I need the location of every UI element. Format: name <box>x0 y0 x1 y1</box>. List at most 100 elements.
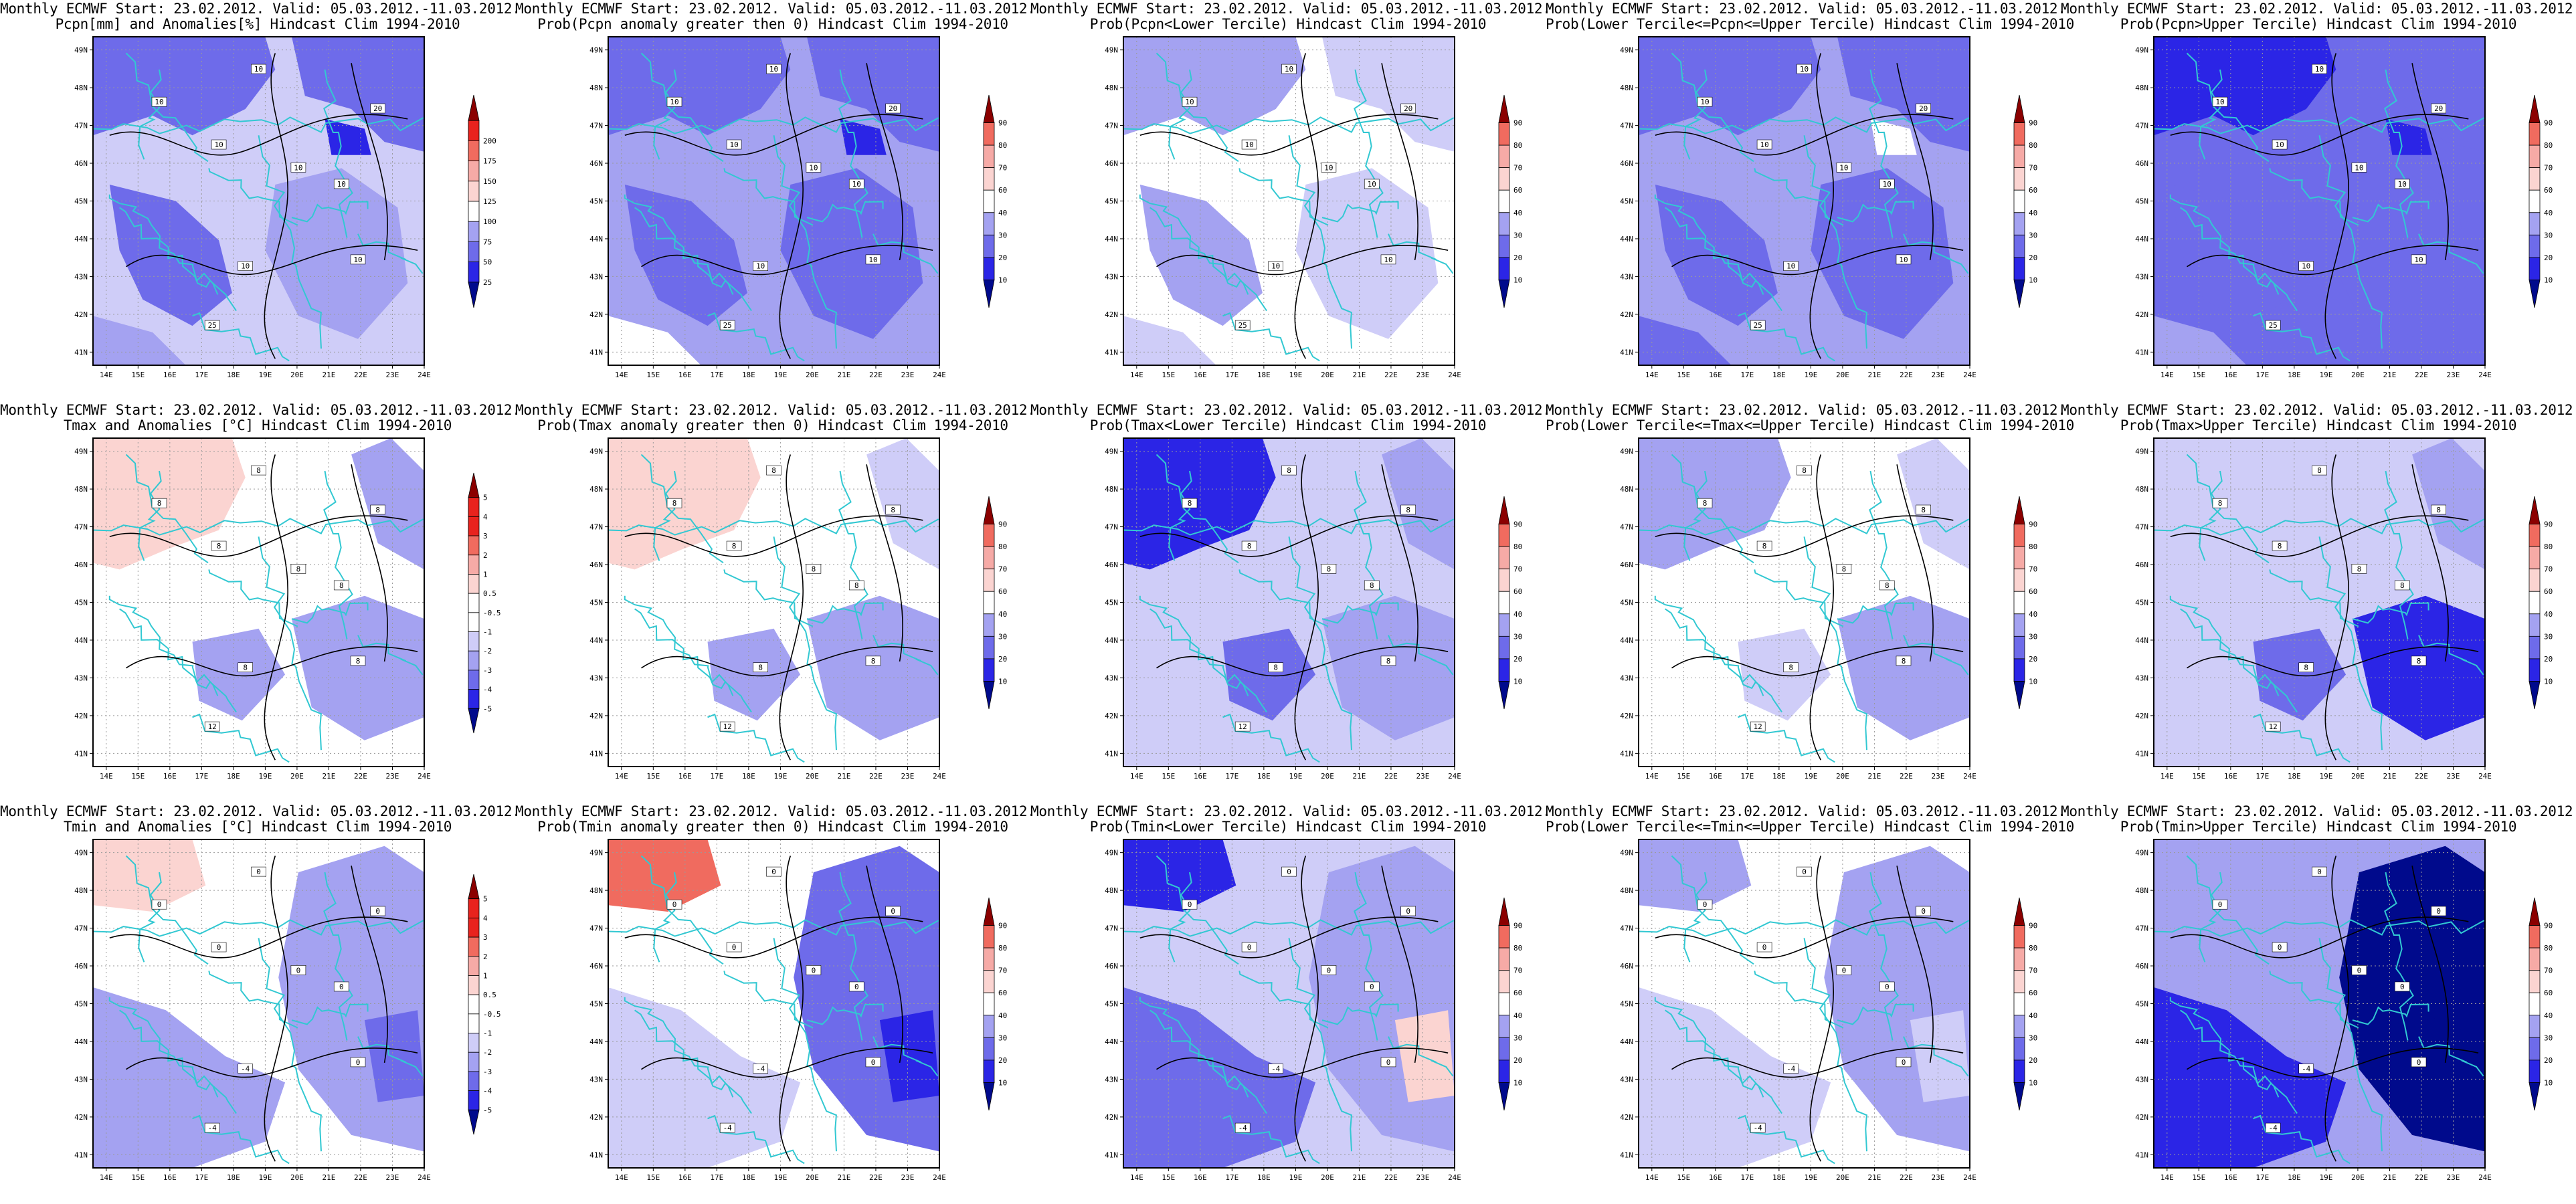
shaded-region <box>1123 37 1306 136</box>
lon-tick-label: 18E <box>227 772 240 781</box>
legend-label: -3 <box>483 1068 492 1076</box>
lat-tick-label: 48N <box>589 84 603 92</box>
contour-label: 8 <box>339 581 344 590</box>
lat-tick-label: 49N <box>2135 447 2148 456</box>
contour-label: 0 <box>157 900 162 909</box>
lat-tick-label: 46N <box>589 159 603 168</box>
legend-label: -2 <box>483 1048 492 1057</box>
border-line <box>2318 135 2383 349</box>
legend-swatch <box>983 144 995 169</box>
contour-line <box>1809 856 1834 1162</box>
forecast-panel: Monthly ECMWF Start: 23.02.2012. Valid: … <box>1546 401 2074 803</box>
contour-label: 8 <box>812 565 816 573</box>
legend-swatch <box>983 1015 995 1038</box>
lat-tick-label: 47N <box>74 523 88 532</box>
legend-label: 90 <box>1513 922 1522 930</box>
legend-label: 70 <box>998 565 1007 574</box>
contour-label-box <box>719 320 735 330</box>
contour-label: 10 <box>670 98 678 106</box>
border-line <box>1665 207 1782 312</box>
contour-label: -4 <box>1271 1065 1281 1074</box>
contour-label: 8 <box>1902 657 1906 666</box>
border-line <box>653 872 677 963</box>
lon-tick-label: 18E <box>1257 772 1271 781</box>
legend-label: 20 <box>2029 1056 2037 1065</box>
legend-swatch <box>983 658 995 682</box>
lon-tick-label: 17E <box>2256 371 2269 379</box>
border-line <box>208 569 298 627</box>
shaded-region <box>1322 37 1455 152</box>
lat-tick-label: 49N <box>589 849 603 858</box>
contour-label: 0 <box>1406 907 1410 916</box>
contour-label-box <box>806 564 822 574</box>
legend-label: 30 <box>2544 1033 2553 1042</box>
lon-tick-label: 21E <box>323 772 336 781</box>
border-line <box>2169 595 2280 696</box>
contour-label: 8 <box>758 664 763 672</box>
contour-label: 0 <box>1842 966 1847 975</box>
lat-tick-label: 47N <box>74 924 88 933</box>
shaded-region <box>1394 1010 1455 1102</box>
lat-tick-label: 43N <box>589 1075 603 1084</box>
lat-tick-label: 46N <box>589 561 603 569</box>
legend-label: 200 <box>483 136 496 145</box>
lat-tick-label: 48N <box>2135 886 2148 895</box>
border-line <box>1238 168 1329 226</box>
lat-tick-label: 48N <box>74 485 88 494</box>
contour-label-box <box>1756 540 1772 551</box>
contour-label-box <box>865 656 881 666</box>
legend-arrow-top <box>2013 897 2025 926</box>
border-line <box>1354 69 1384 238</box>
border-line <box>1869 470 1899 639</box>
contour-label-box <box>2265 320 2281 330</box>
legend-label: 90 <box>998 922 1007 930</box>
contour-label: 8 <box>1762 542 1767 550</box>
lat-tick-label: 41N <box>74 348 88 357</box>
lon-tick-label: 15E <box>646 772 660 781</box>
lon-tick-label: 17E <box>195 1173 208 1182</box>
border-line <box>1139 997 1249 1098</box>
panel-title-line1: Monthly ECMWF Start: 23.02.2012. Valid: … <box>515 402 1036 418</box>
lon-tick-label: 23E <box>1932 371 1945 379</box>
border-line <box>138 872 162 963</box>
border-line <box>872 635 939 676</box>
contour-label: 8 <box>1921 506 1926 514</box>
border-line <box>2199 872 2223 963</box>
legend-label: 40 <box>1513 209 1522 217</box>
legend-swatch <box>468 1051 480 1072</box>
lat-tick-label: 49N <box>1105 849 1118 858</box>
lon-tick-label: 20E <box>1321 1173 1334 1182</box>
border-line <box>2169 997 2280 1098</box>
shaded-region <box>292 37 424 152</box>
shaded-region <box>364 1010 424 1102</box>
lon-tick-label: 20E <box>1836 1173 1849 1182</box>
lon-tick-label: 22E <box>1900 1173 1913 1182</box>
border-line <box>1837 1003 1914 1025</box>
shaded-field: 0 0 0 0 0 0 -4 0 -4 <box>1639 839 1970 1168</box>
contour-label-box <box>2298 662 2314 673</box>
legend-swatch <box>2528 925 2541 948</box>
legend-swatch <box>468 593 480 613</box>
lon-tick-label: 14E <box>100 772 113 781</box>
map-canvas: 10 20 10 10 10 10 10 10 25 49N 48N 47N 46N 45N 44N 43N 4… <box>2135 36 2553 379</box>
lat-tick-label: 48N <box>1620 886 1633 895</box>
color-legend: 10 20 30 40 60 70 80 90 <box>983 496 1007 710</box>
border-line <box>119 608 237 713</box>
legend-label: 0.5 <box>483 589 496 598</box>
contour-label: 0 <box>1287 868 1291 876</box>
legend-label: 60 <box>2544 989 2553 997</box>
panel-title-line2: Prob(Tmax<Lower Tercile) Hindcast Clim 1… <box>1089 417 1487 433</box>
border-line <box>1837 201 1914 223</box>
border-line <box>2384 69 2414 238</box>
lon-tick-label: 14E <box>615 772 628 781</box>
contour-label: -4 <box>1754 1124 1763 1132</box>
lat-tick-label: 41N <box>1105 749 1118 758</box>
legend-label: 70 <box>998 967 1007 975</box>
legend-label: 10 <box>1513 1078 1522 1087</box>
legend-swatch <box>468 161 480 182</box>
contour-label-box <box>333 981 349 992</box>
legend-swatch <box>983 167 995 191</box>
border-line <box>773 938 837 1152</box>
legend-swatch <box>1498 970 1510 993</box>
lon-tick-label: 16E <box>678 371 692 379</box>
